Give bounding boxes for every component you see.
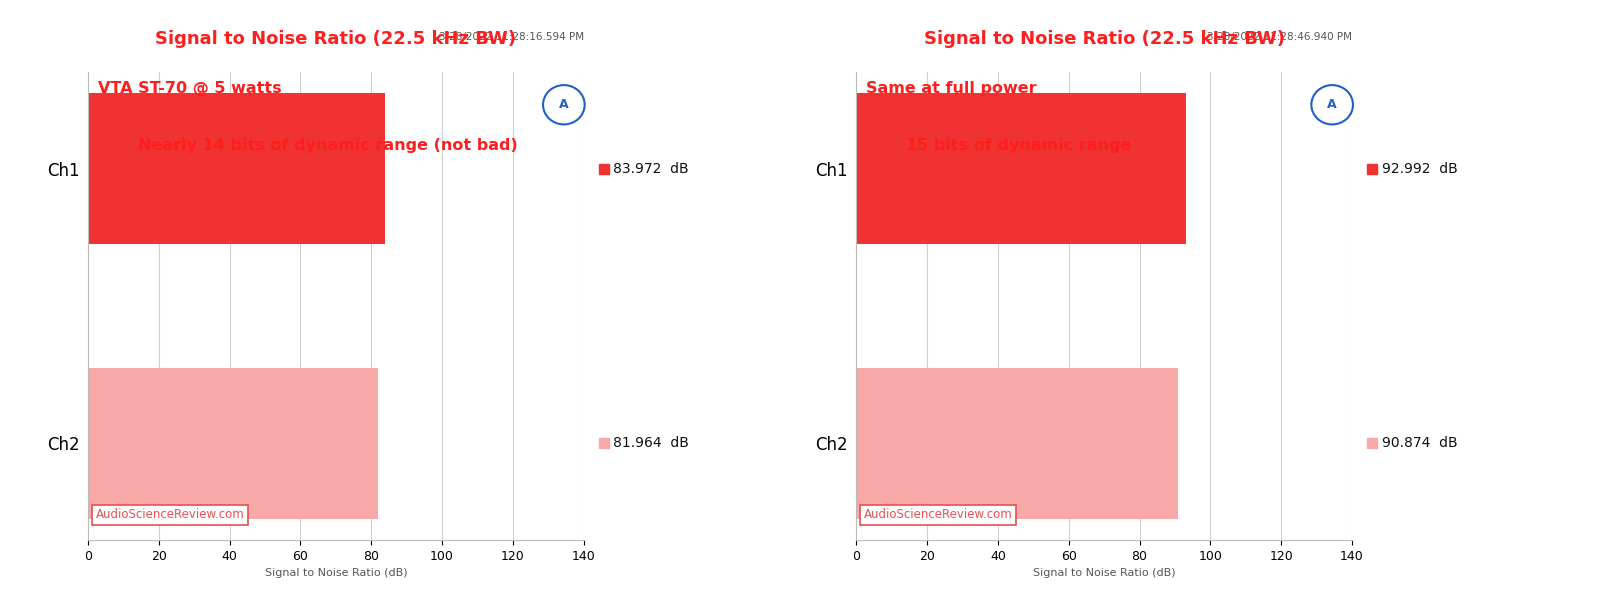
Title: Signal to Noise Ratio (22.5 kHz BW): Signal to Noise Ratio (22.5 kHz BW): [155, 30, 517, 48]
Text: A: A: [558, 98, 568, 111]
Bar: [856, 368, 1178, 519]
Text: 83.972  dB: 83.972 dB: [613, 162, 690, 176]
Text: AudioScienceReview.com: AudioScienceReview.com: [96, 508, 245, 521]
Text: 15 bits of dynamic range: 15 bits of dynamic range: [906, 137, 1131, 152]
Text: Nearly 14 bits of dynamic range (not bad): Nearly 14 bits of dynamic range (not bad…: [138, 137, 517, 152]
Text: 92.992  dB: 92.992 dB: [1382, 162, 1458, 176]
Text: 90.874  dB: 90.874 dB: [1382, 436, 1458, 450]
Bar: [856, 93, 1186, 244]
Bar: [88, 93, 386, 244]
Text: 3/28/2022 11:28:46.940 PM: 3/28/2022 11:28:46.940 PM: [1206, 32, 1352, 42]
Title: Signal to Noise Ratio (22.5 kHz BW): Signal to Noise Ratio (22.5 kHz BW): [923, 30, 1285, 48]
Text: A: A: [1328, 98, 1338, 111]
X-axis label: Signal to Noise Ratio (dB): Signal to Noise Ratio (dB): [1034, 568, 1176, 578]
X-axis label: Signal to Noise Ratio (dB): Signal to Noise Ratio (dB): [264, 568, 406, 578]
Text: VTA ST-70 @ 5 watts: VTA ST-70 @ 5 watts: [98, 82, 282, 97]
Text: 3/28/2022 11:28:16.594 PM: 3/28/2022 11:28:16.594 PM: [438, 32, 584, 42]
Text: 81.964  dB: 81.964 dB: [613, 436, 690, 450]
Text: Same at full power: Same at full power: [866, 82, 1037, 97]
Text: AudioScienceReview.com: AudioScienceReview.com: [864, 508, 1013, 521]
Bar: [88, 368, 378, 519]
